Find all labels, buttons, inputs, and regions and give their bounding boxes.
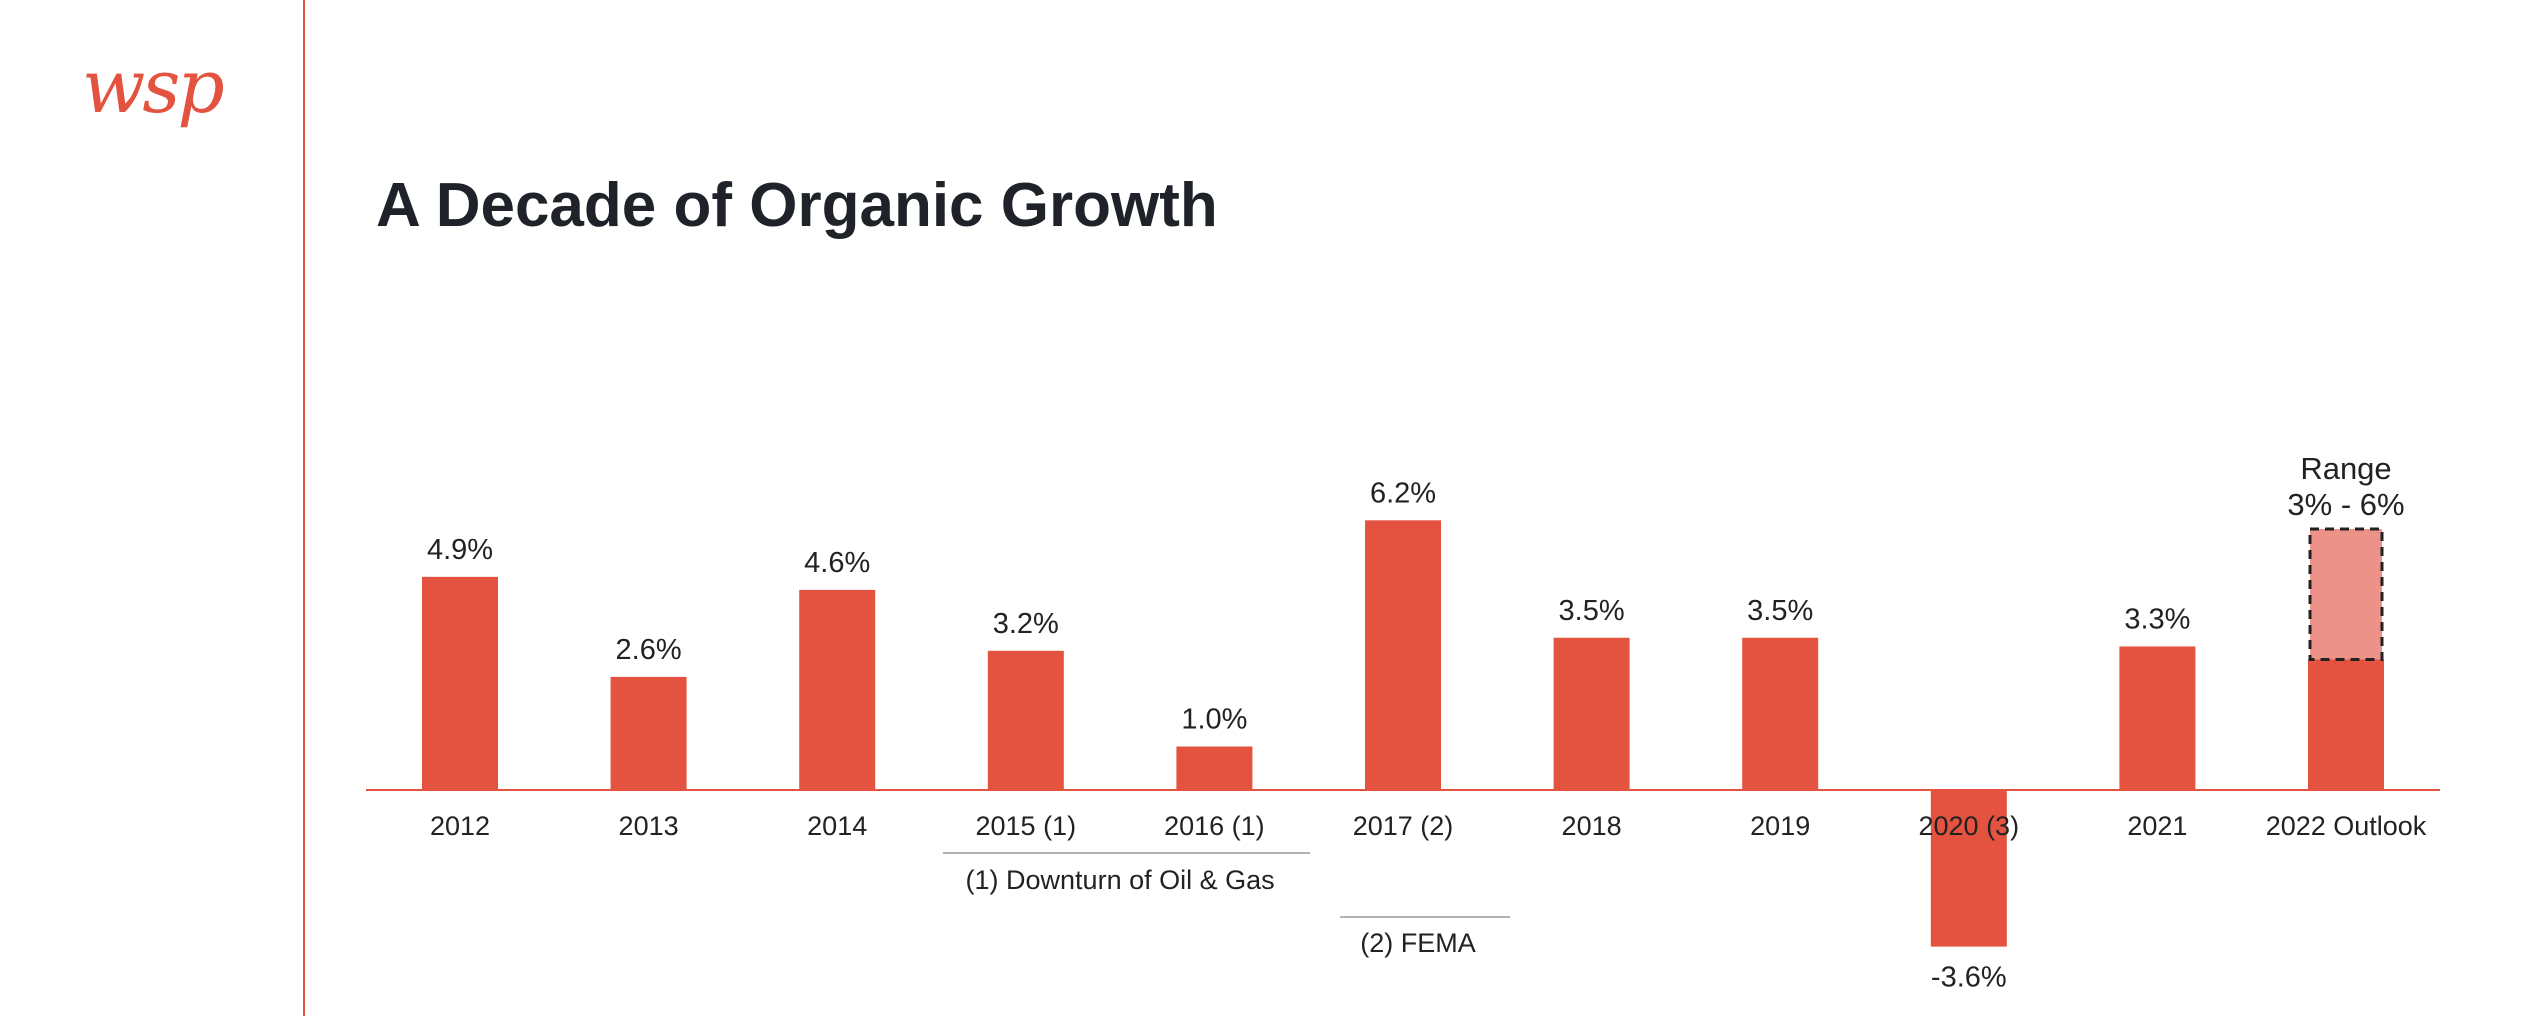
vertical-divider	[303, 0, 305, 1016]
bar	[422, 576, 498, 790]
wsp-logo: wsp	[82, 44, 225, 130]
range-value-label: 3% - 6%	[2287, 487, 2404, 522]
data-label: 2.6%	[616, 634, 682, 666]
bar	[799, 589, 876, 790]
data-label: 4.6%	[804, 547, 870, 579]
bar	[1930, 790, 2007, 947]
outlook-range-box	[2308, 527, 2384, 661]
range-title-label: Range	[2300, 451, 2391, 486]
category-label: 2013	[619, 811, 679, 841]
data-label: 3.3%	[2124, 603, 2190, 635]
category-label: 2017 (2)	[1353, 811, 1454, 841]
category-label: 2015 (1)	[976, 811, 1077, 841]
page-title: A Decade of Organic Growth	[376, 171, 1218, 240]
footnote-oil-gas: (1) Downturn of Oil & Gas	[966, 865, 1275, 895]
bar	[1742, 637, 1819, 790]
category-label: 2019	[1750, 811, 1810, 841]
category-label: 2018	[1562, 811, 1622, 841]
category-label: 2020 (3)	[1919, 811, 2020, 841]
category-label: 2016 (1)	[1164, 811, 1265, 841]
category-label: 2012	[430, 811, 490, 841]
data-label: 3.2%	[993, 608, 1059, 640]
bar	[2119, 646, 2196, 790]
bar	[987, 650, 1064, 790]
category-label: 2014	[807, 811, 867, 841]
bar	[2308, 659, 2384, 790]
data-label: -3.6%	[1931, 962, 2007, 994]
footnote-fema: (2) FEMA	[1360, 928, 1476, 958]
bar	[1553, 637, 1630, 790]
data-label: 3.5%	[1559, 595, 1625, 627]
data-label: 6.2%	[1370, 477, 1436, 509]
bar	[1176, 746, 1253, 790]
data-label: 4.9%	[427, 534, 493, 566]
bar	[1365, 520, 1441, 790]
bar	[610, 676, 687, 790]
category-label: 2022 Outlook	[2266, 811, 2427, 841]
category-label: 2021	[2127, 811, 2187, 841]
data-label: 3.5%	[1747, 595, 1813, 627]
data-label: 1.0%	[1181, 704, 1247, 736]
